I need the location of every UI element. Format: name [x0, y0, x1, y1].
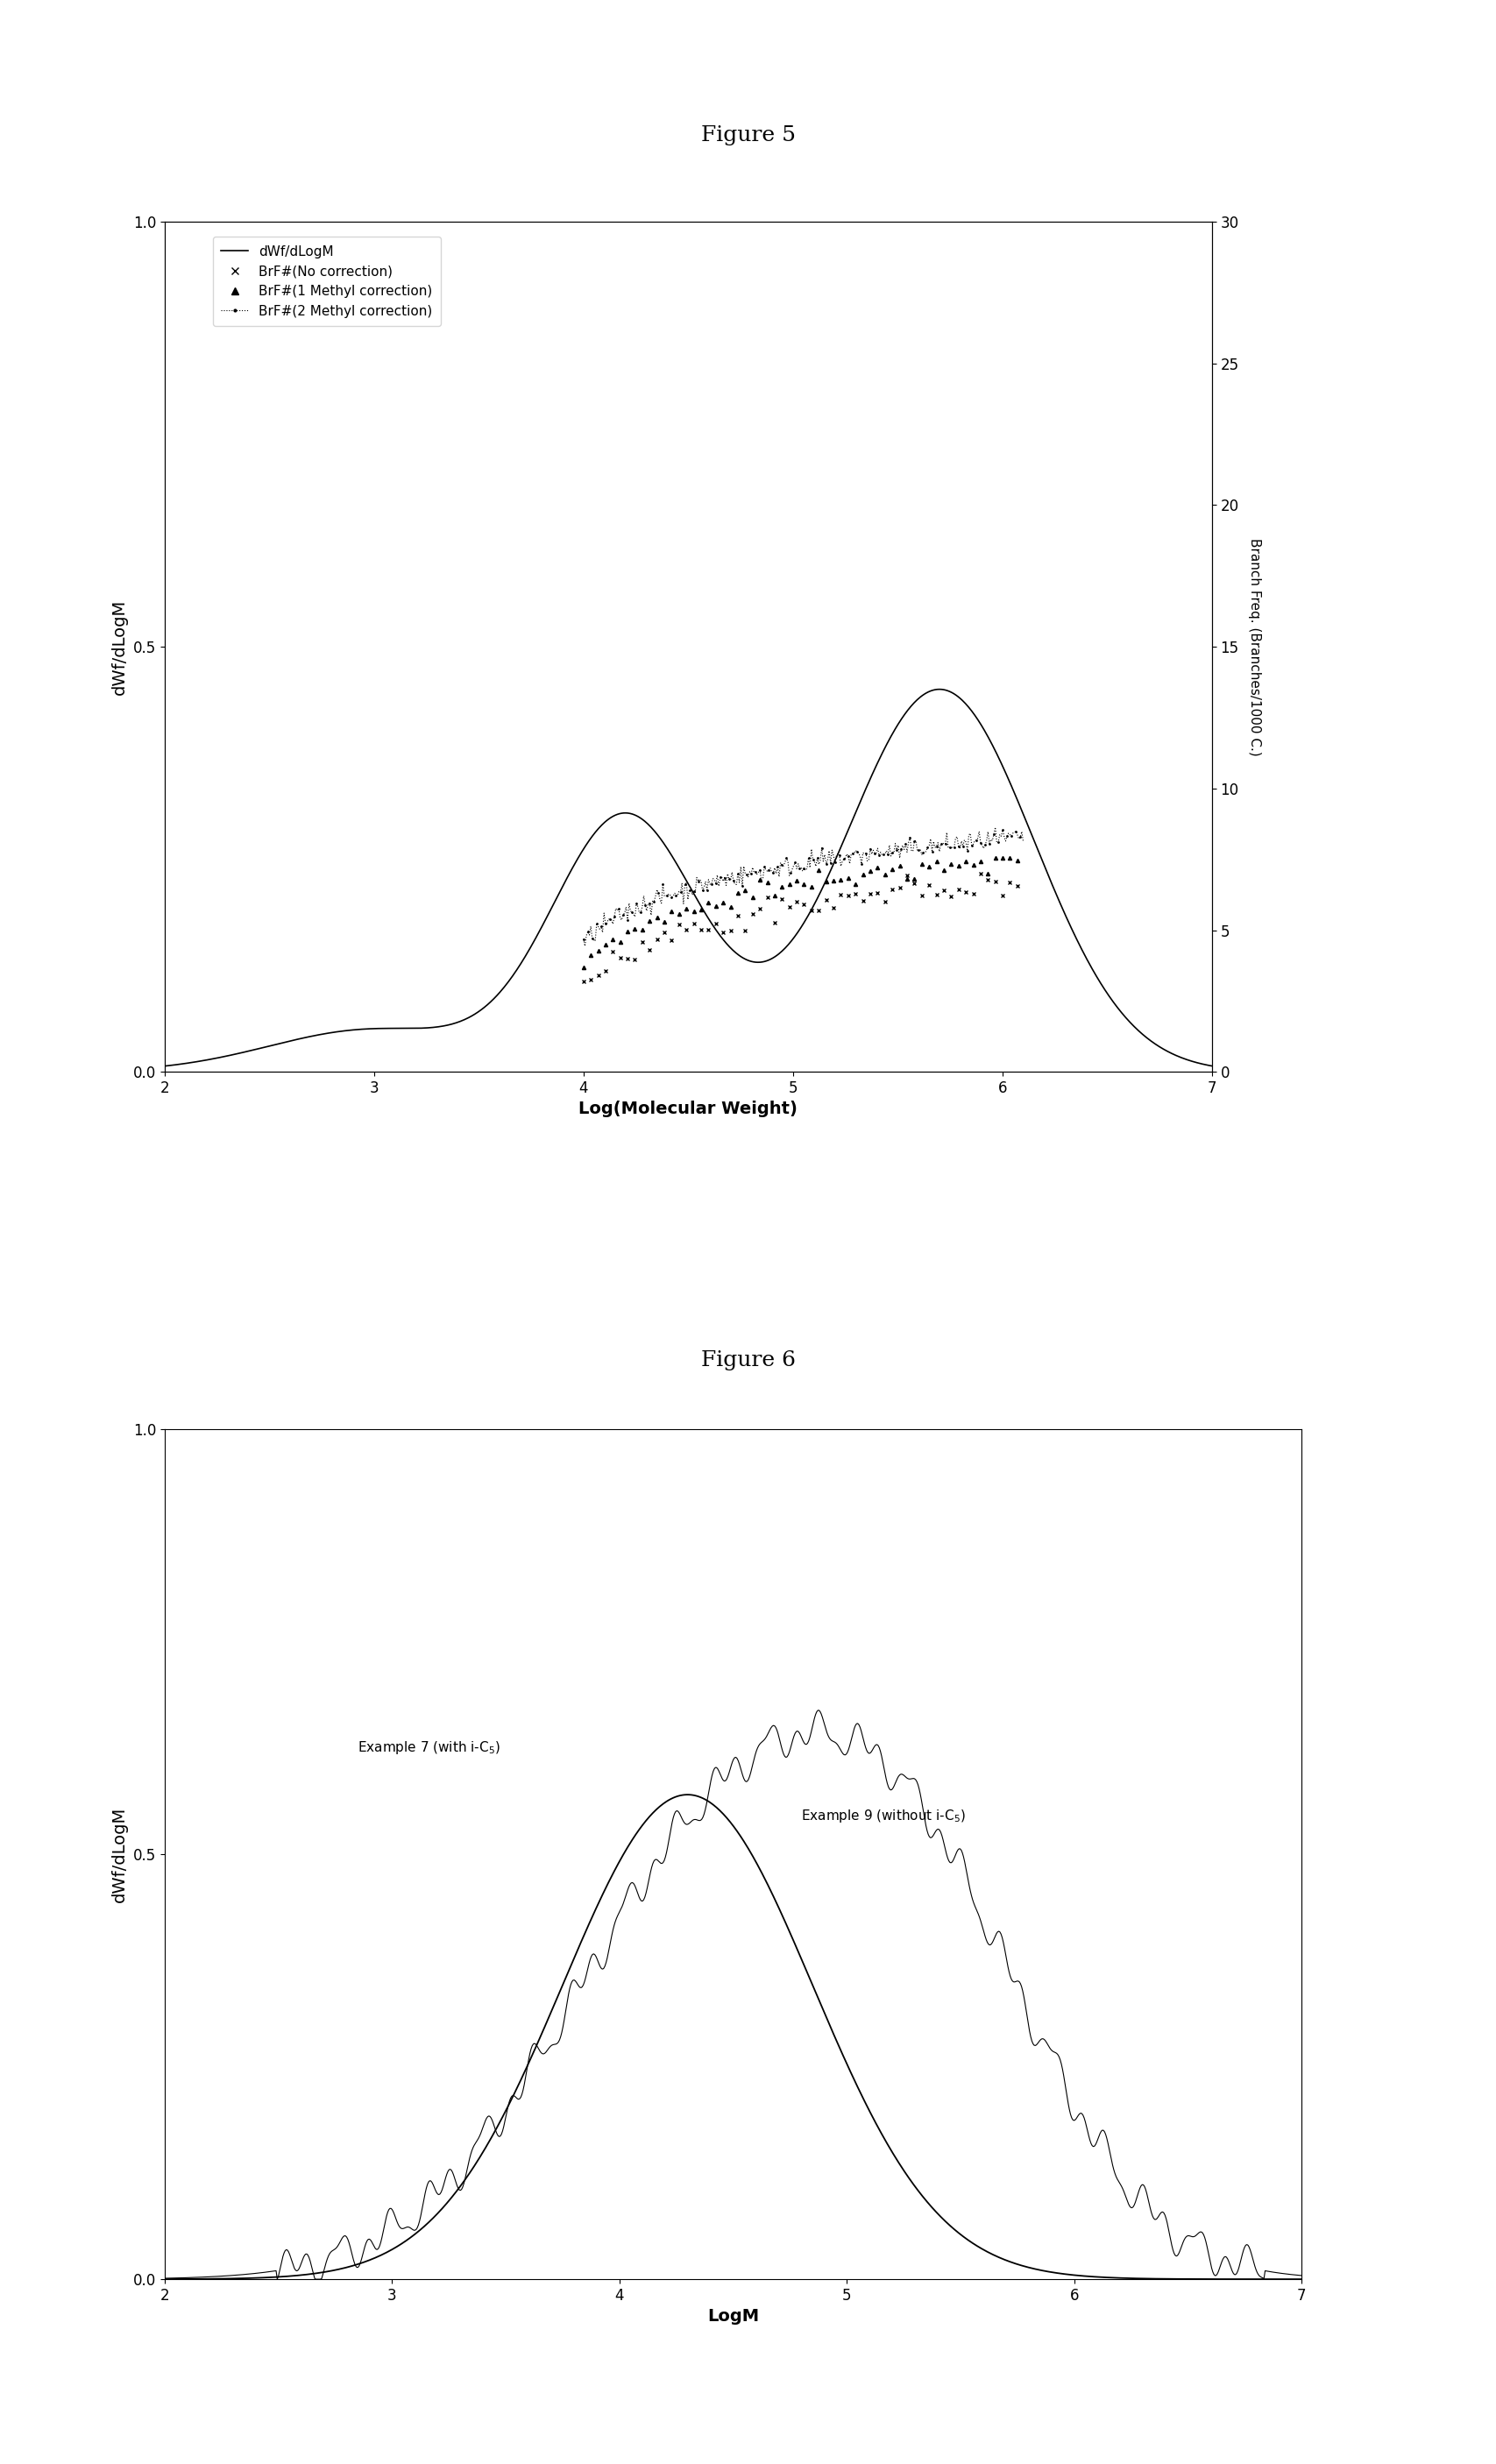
Legend: dWf/dLogM, BrF#(No correction), BrF#(1 Methyl correction), BrF#(2 Methyl correct: dWf/dLogM, BrF#(No correction), BrF#(1 M…: [212, 237, 440, 325]
Text: Figure 6: Figure 6: [700, 1350, 796, 1370]
X-axis label: Log(Molecular Weight): Log(Molecular Weight): [579, 1101, 797, 1119]
Y-axis label: dWf/dLogM: dWf/dLogM: [111, 1806, 129, 1902]
Y-axis label: Branch Freq. (Branches/1000 C.): Branch Freq. (Branches/1000 C.): [1248, 537, 1261, 756]
Text: Example 7 (with i-C$_5$): Example 7 (with i-C$_5$): [358, 1740, 501, 1757]
Text: Figure 5: Figure 5: [700, 126, 796, 145]
Text: Example 9 (without i-C$_5$): Example 9 (without i-C$_5$): [802, 1809, 966, 1823]
X-axis label: LogM: LogM: [708, 2309, 758, 2326]
Y-axis label: dWf/dLogM: dWf/dLogM: [111, 599, 129, 695]
